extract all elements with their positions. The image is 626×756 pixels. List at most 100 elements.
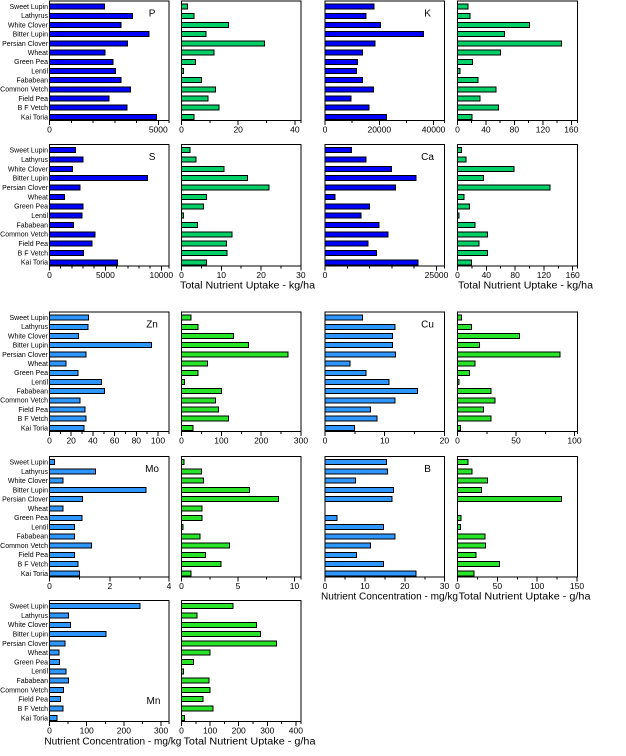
svg-text:160: 160 [566,270,580,280]
svg-text:Fababean: Fababean [16,678,48,685]
svg-text:10: 10 [360,581,370,591]
svg-text:Persian Clover: Persian Clover [2,41,49,48]
svg-text:B F Vetch: B F Vetch [18,562,48,569]
svg-text:Fababean: Fababean [16,389,48,396]
svg-text:Field Pea: Field Pea [18,96,48,103]
svg-text:50: 50 [493,581,503,591]
svg-text:Bitter Lupin: Bitter Lupin [13,343,49,350]
svg-text:Sweet Lupin: Sweet Lupin [9,604,48,611]
svg-text:150: 150 [570,581,584,591]
svg-text:20: 20 [66,436,76,446]
svg-text:Bitter Lupin: Bitter Lupin [13,176,49,183]
svg-text:20: 20 [440,436,450,446]
svg-text:Lathyrus: Lathyrus [21,13,48,20]
svg-text:Sweet Lupin: Sweet Lupin [9,4,48,11]
svg-text:200: 200 [232,726,246,736]
svg-text:Lathyrus: Lathyrus [21,613,48,620]
svg-text:Lathyrus: Lathyrus [21,157,48,164]
svg-text:120: 120 [536,125,550,135]
svg-text:Sweet Lupin: Sweet Lupin [9,315,48,322]
svg-text:100: 100 [567,436,581,446]
svg-text:Persian Clover: Persian Clover [2,497,49,504]
svg-text:0: 0 [179,270,184,280]
svg-text:K: K [424,8,431,19]
svg-text:Green Pea: Green Pea [14,659,48,666]
svg-text:0: 0 [455,581,460,591]
svg-text:30: 30 [296,270,306,280]
svg-text:Kai Toria: Kai Toria [21,715,48,722]
svg-text:B F Vetch: B F Vetch [18,105,48,112]
svg-text:200: 200 [117,726,131,736]
svg-text:80: 80 [510,270,520,280]
svg-text:Kai Toria: Kai Toria [21,114,48,121]
svg-text:Sweet Lupin: Sweet Lupin [9,460,48,467]
svg-text:Field Pea: Field Pea [18,697,48,704]
svg-text:0: 0 [179,726,184,736]
svg-text:160: 160 [564,125,578,135]
svg-text:10000: 10000 [149,270,173,280]
svg-text:0: 0 [323,581,328,591]
svg-text:Total Nutrient Uptake - g/ha: Total Nutrient Uptake - g/ha [184,737,316,748]
svg-text:White Clover: White Clover [8,166,49,173]
svg-text:80: 80 [132,436,142,446]
svg-text:Kai Toria: Kai Toria [21,260,48,267]
svg-text:Wheat: Wheat [28,50,48,57]
svg-text:Lentil: Lentil [31,669,48,676]
svg-text:0: 0 [323,436,328,446]
svg-text:Wheat: Wheat [28,506,48,513]
svg-text:80: 80 [510,125,520,135]
svg-text:60: 60 [110,436,120,446]
svg-text:0: 0 [323,125,328,135]
svg-text:0: 0 [179,581,184,591]
svg-text:Bitter Lupin: Bitter Lupin [13,487,49,494]
svg-text:20000: 20000 [367,125,391,135]
svg-text:Kai Toria: Kai Toria [21,425,48,432]
svg-text:Persian Clover: Persian Clover [2,352,49,359]
svg-text:B F Vetch: B F Vetch [18,250,48,257]
svg-text:200: 200 [254,436,268,446]
svg-text:300: 300 [294,436,308,446]
svg-text:5: 5 [236,581,241,591]
svg-text:P: P [149,8,156,19]
svg-text:Mo: Mo [145,464,159,475]
svg-text:0: 0 [47,726,52,736]
svg-text:0: 0 [455,125,460,135]
svg-text:10: 10 [290,581,300,591]
svg-text:Common Vetch: Common Vetch [0,687,48,694]
svg-text:Wheat: Wheat [28,361,48,368]
svg-text:Lathyrus: Lathyrus [21,324,48,331]
svg-text:Field Pea: Field Pea [18,407,48,414]
svg-text:Common Vetch: Common Vetch [0,543,48,550]
svg-text:White Clover: White Clover [8,22,49,29]
svg-text:Cu: Cu [421,319,434,330]
svg-text:4: 4 [167,581,172,591]
svg-text:Fababean: Fababean [16,222,48,229]
svg-text:100: 100 [80,726,94,736]
svg-text:Lentil: Lentil [31,68,48,75]
svg-text:Field Pea: Field Pea [18,241,48,248]
svg-text:Bitter Lupin: Bitter Lupin [13,631,49,638]
svg-text:40000: 40000 [422,125,446,135]
svg-text:10: 10 [217,270,227,280]
svg-text:100: 100 [203,726,217,736]
svg-text:Lentil: Lentil [31,379,48,386]
svg-text:Field Pea: Field Pea [18,552,48,559]
svg-text:Green Pea: Green Pea [14,370,48,377]
svg-text:0: 0 [179,436,184,446]
svg-text:Zn: Zn [146,319,158,330]
svg-text:Persian Clover: Persian Clover [2,185,49,192]
svg-text:Lentil: Lentil [31,524,48,531]
svg-text:Wheat: Wheat [28,650,48,657]
svg-text:10: 10 [380,436,390,446]
svg-text:Total Nutrient Uptake - kg/h: Total Nutrient Uptake - kg/ha [458,281,593,292]
svg-text:0: 0 [47,270,52,280]
svg-text:400: 400 [289,726,303,736]
svg-text:300: 300 [260,726,274,736]
svg-text:Sweet Lupin: Sweet Lupin [9,148,48,155]
svg-text:300: 300 [154,726,168,736]
svg-text:30: 30 [440,581,450,591]
svg-text:50: 50 [511,436,521,446]
svg-text:Mn: Mn [147,696,161,707]
svg-text:120: 120 [537,270,551,280]
svg-text:Green Pea: Green Pea [14,204,48,211]
